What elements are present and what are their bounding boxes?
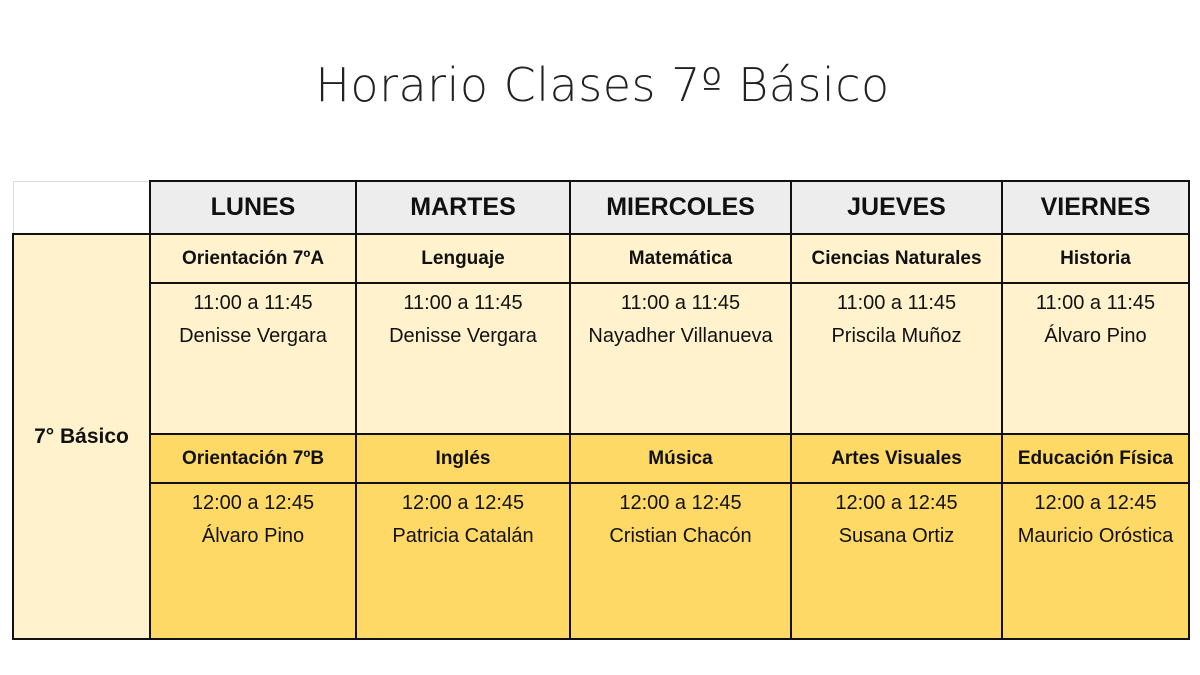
block1-detail-row: 11:00 a 11:45 Denisse Vergara 11:00 a 11:4… [13, 282, 1190, 435]
class-time: 12:00 a 12:45 [401, 492, 525, 514]
subject-cell: Educación Física [1001, 433, 1190, 484]
teacher-name: Nayadher Villanueva [588, 325, 773, 347]
block1-subject-row: 7° Básico Orientación 7ºA Lenguaje Matemát… [12, 233, 1190, 640]
teacher-name: Denisse Vergara [179, 325, 327, 347]
teacher-name: Patricia Catalán [392, 525, 534, 547]
subject-cell: Artes Visuales [790, 433, 1003, 484]
teacher-name: Cristian Chacón [609, 525, 752, 547]
day-header: MARTES [355, 180, 571, 235]
class-detail-cell: 11:00 a 11:45 Priscila Muñoz [790, 282, 1003, 435]
class-time: 12:00 a 12:45 [619, 492, 742, 514]
class-time: 12:00 a 12:45 [191, 492, 315, 514]
class-detail-cell: 12:00 a 12:45 Álvaro Pino [149, 482, 357, 640]
schedule-table: LUNES MARTES MIERCOLES JUEVES VIERNES 7°… [12, 180, 1190, 640]
class-detail-cell: 12:00 a 12:45 Cristian Chacón [569, 482, 792, 640]
class-detail-cell: 11:00 a 11:45 Denisse Vergara [149, 282, 357, 435]
class-time: 12:00 a 12:45 [1034, 492, 1157, 514]
day-header: MIERCOLES [569, 180, 792, 235]
subject-cell: Orientación 7ºB [149, 433, 357, 484]
class-time: 11:00 a 11:45 [620, 292, 741, 314]
class-time: 11:00 a 11:45 [403, 292, 523, 314]
class-time: 12:00 a 12:45 [835, 492, 958, 514]
class-detail-cell: 11:00 a 11:45 Álvaro Pino [1001, 282, 1190, 435]
subject-cell: Lenguaje [355, 233, 571, 284]
day-header: LUNES [149, 180, 357, 235]
subject-cell: Historia [1001, 233, 1190, 284]
corner-cell [12, 180, 151, 235]
teacher-name: Álvaro Pino [201, 525, 305, 547]
class-time: 11:00 a 11:45 [1035, 292, 1156, 314]
block2-subject-row: Orientación 7ºB Inglés Música Artes Visuale… [13, 433, 1190, 484]
class-time: 11:00 a 11:45 [836, 292, 957, 314]
block2-detail-row: 12:00 a 12:45 Álvaro Pino 12:00 a 12:45 Pat… [13, 482, 1190, 640]
class-detail-cell: 12:00 a 12:45 Patricia Catalán [355, 482, 571, 640]
class-detail-cell: 12:00 a 12:45 Mauricio Oróstica [1001, 482, 1190, 640]
class-time: 11:00 a 11:45 [193, 292, 313, 314]
subject-cell: Inglés [355, 433, 571, 484]
row-label: 7° Básico [12, 233, 151, 640]
teacher-name: Álvaro Pino [1044, 325, 1147, 347]
page-title: Horario Clases 7º Básico [315, 58, 890, 112]
teacher-name: Priscila Muñoz [831, 325, 962, 347]
day-header: VIERNES [1001, 180, 1190, 235]
class-detail-cell: 11:00 a 11:45 Denisse Vergara [355, 282, 571, 435]
teacher-name: Susana Ortiz [838, 525, 955, 547]
teacher-name: Mauricio Oróstica [1017, 525, 1174, 547]
header-row: LUNES MARTES MIERCOLES JUEVES VIERNES [12, 180, 1190, 235]
teacher-name: Denisse Vergara [389, 325, 537, 347]
subject-cell: Música [569, 433, 792, 484]
class-detail-cell: 11:00 a 11:45 Nayadher Villanueva [569, 282, 792, 435]
subject-cell: Matemática [569, 233, 792, 284]
subject-cell: Orientación 7ºA [149, 233, 357, 284]
subject-cell: Ciencias Naturales [790, 233, 1003, 284]
day-header: JUEVES [790, 180, 1003, 235]
class-detail-cell: 12:00 a 12:45 Susana Ortiz [790, 482, 1003, 640]
